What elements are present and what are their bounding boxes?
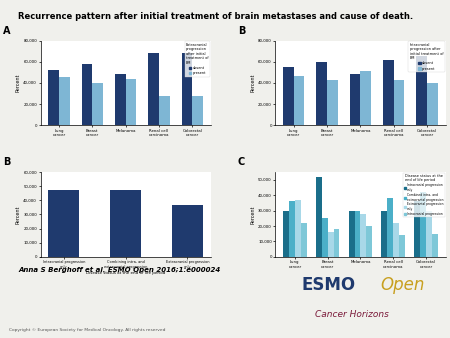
X-axis label: Disease status at the end of life period: Disease status at the end of life period — [86, 271, 165, 275]
Bar — [360, 214, 366, 257]
Bar — [427, 83, 438, 125]
Bar — [81, 64, 92, 125]
Text: C: C — [238, 157, 245, 167]
Bar — [126, 79, 136, 125]
Bar — [316, 62, 327, 125]
Bar — [416, 56, 427, 125]
Bar — [59, 77, 70, 125]
Text: B: B — [3, 157, 10, 167]
Bar — [115, 74, 126, 125]
Text: Copyright © European Society for Medical Oncology. All rights reserved: Copyright © European Society for Medical… — [9, 328, 166, 332]
Bar — [414, 201, 420, 257]
Bar — [360, 71, 371, 125]
Bar — [182, 53, 192, 125]
Bar — [333, 229, 339, 257]
Bar — [48, 70, 59, 125]
Bar — [110, 190, 141, 257]
Text: ESMO: ESMO — [302, 276, 356, 294]
Legend: Intracranial progression
only, Combined intra- and
extracranial progression, Ext: Intracranial progression only, Combined … — [403, 173, 445, 217]
Text: A: A — [3, 26, 10, 36]
Y-axis label: Percent: Percent — [250, 205, 255, 224]
Text: Cancer Horizons: Cancer Horizons — [315, 310, 389, 319]
Y-axis label: Percent: Percent — [15, 74, 21, 92]
Bar — [294, 76, 304, 125]
Bar — [48, 190, 79, 257]
Bar — [394, 80, 405, 125]
Bar — [383, 59, 394, 125]
Bar — [328, 232, 333, 257]
Bar — [350, 74, 360, 125]
Bar — [432, 234, 438, 257]
Y-axis label: Percent: Percent — [250, 74, 255, 92]
Legend: absent, present: absent, present — [409, 41, 445, 72]
Bar — [426, 211, 432, 257]
Bar — [366, 226, 372, 257]
Bar — [192, 96, 203, 125]
Bar — [148, 53, 159, 125]
Bar — [322, 218, 328, 257]
Bar — [295, 200, 301, 257]
Bar — [382, 211, 387, 257]
Bar — [420, 192, 426, 257]
Bar — [316, 177, 322, 257]
Bar — [393, 223, 399, 257]
Y-axis label: Percent: Percent — [15, 205, 21, 224]
Bar — [399, 235, 405, 257]
Bar — [283, 211, 289, 257]
Bar — [283, 67, 294, 125]
Bar — [355, 211, 360, 257]
Bar — [159, 96, 170, 125]
Bar — [92, 83, 103, 125]
Bar — [289, 201, 295, 257]
Text: Anna S Berghoff et al. ESMO Open 2016;1:e000024: Anna S Berghoff et al. ESMO Open 2016;1:… — [18, 267, 220, 273]
Bar — [172, 204, 203, 257]
Legend: absent, present: absent, present — [184, 41, 210, 76]
Bar — [387, 198, 393, 257]
Bar — [301, 223, 306, 257]
Text: Recurrence pattern after initial treatment of brain metastases and cause of deat: Recurrence pattern after initial treatme… — [18, 12, 413, 21]
Text: B: B — [238, 26, 245, 36]
Bar — [327, 80, 338, 125]
Text: Open: Open — [380, 276, 425, 294]
Bar — [349, 211, 355, 257]
